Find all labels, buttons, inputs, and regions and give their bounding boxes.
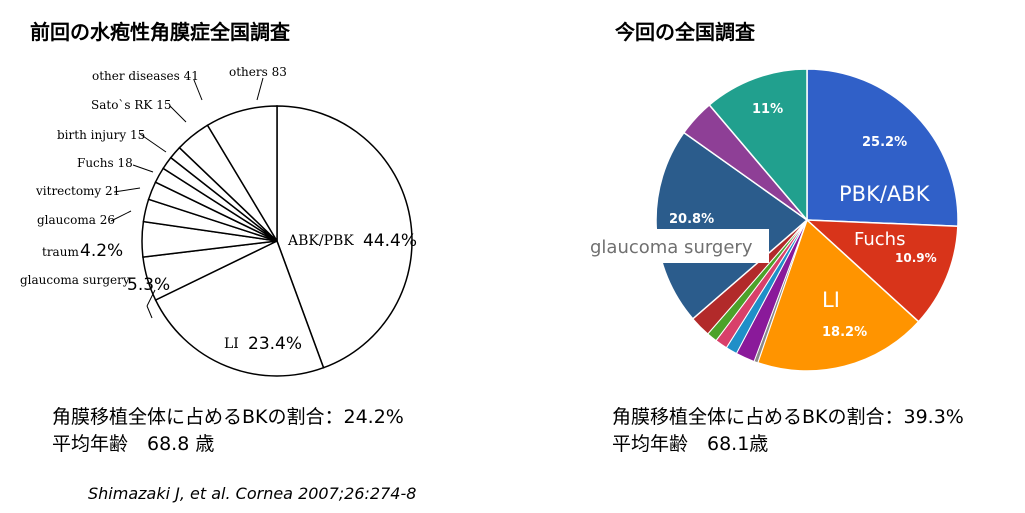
right-label-pbk-abk: PBK/ABK (839, 182, 931, 206)
right-label-pbk-abk-percent: 25.2% (862, 135, 907, 150)
label-sato-rk: Sato`s RK 15 (91, 98, 171, 112)
right-label-teal-percent: 11% (752, 102, 783, 117)
right-mean-age: 平均年齢 68.1歳 (612, 433, 769, 455)
right-label-fuchs-percent: 10.9% (895, 251, 937, 265)
label-li: LI (224, 336, 239, 352)
left-slice-li (154, 239, 325, 377)
label-fuchs: Fuchs 18 (77, 156, 133, 170)
right-slice-glaucoma-surgery (655, 131, 809, 320)
label-trauma-percent: 4.2% (80, 241, 123, 261)
label-glaucoma-surgery-percent: 5.3% (127, 275, 170, 295)
right-slice-fuchs (804, 219, 959, 323)
label-trauma: traum (42, 245, 79, 259)
label-vitrectomy: vitrectomy 21 (35, 184, 120, 198)
leader-birth-injury (139, 133, 167, 153)
right-slice-teal (708, 68, 808, 223)
label-abk-pbk: ABK/PBK (287, 233, 354, 249)
right-label-li-percent: 18.2% (822, 325, 867, 340)
glaucoma-surgery-callout-box (582, 229, 769, 263)
leader-sato-rk (169, 105, 187, 123)
right-label-fuchs: Fuchs (854, 229, 905, 250)
leader-other-diseases (193, 79, 203, 101)
right-slice-pbk-abk (806, 68, 959, 228)
leader-glaucoma (110, 210, 132, 222)
label-other-diseases: other diseases 41 (92, 69, 199, 83)
label-glaucoma: glaucoma 26 (37, 213, 115, 227)
right-chart-title: 今回の全国調査 (615, 20, 755, 44)
leader-vitrectomy (113, 187, 141, 193)
right-bk-ratio: 角膜移植全体に占めるBKの割合：39.3% (612, 406, 964, 428)
left-slice-others (206, 105, 278, 244)
right-pie-chart: 25.2% PBK/ABK Fuchs 10.9% LI 18.2% 20.8%… (582, 68, 959, 372)
leader-gs (146, 289, 156, 307)
right-label-glaucoma-percent: 20.8% (669, 212, 714, 227)
right-label-glaucoma-surgery: glaucoma surgery (590, 237, 753, 258)
right-label-li: LI (822, 288, 840, 312)
label-others: others 83 (229, 65, 287, 79)
leader-gs-tick (146, 305, 153, 319)
left-chart-title: 前回の水疱性角膜症全国調査 (30, 20, 290, 44)
right-stats: 角膜移植全体に占めるBKの割合：39.3% 平均年齢 68.1歳 (612, 404, 964, 458)
citation: Shimazaki J, et al. Cornea 2007;26:274-8 (88, 484, 417, 503)
label-birth-injury: birth injury 15 (57, 128, 145, 142)
left-stats: 角膜移植全体に占めるBKの割合：24.2% 平均年齢 68.8 歳 (52, 404, 404, 458)
label-glaucoma-surgery: glaucoma surgery (20, 273, 130, 287)
right-slice-li (756, 218, 920, 372)
leader-others (256, 77, 264, 101)
label-abk-pbk-percent: 44.4% (363, 231, 417, 251)
left-pie-chart: other diseases 41 others 83 Sato`s RK 15… (20, 65, 417, 377)
left-slice-abk-pbk (276, 105, 413, 369)
leader-fuchs (132, 164, 154, 173)
left-mean-age: 平均年齢 68.8 歳 (52, 433, 215, 455)
left-bk-ratio: 角膜移植全体に占めるBKの割合：24.2% (52, 406, 404, 428)
label-li-percent: 23.4% (248, 334, 302, 354)
